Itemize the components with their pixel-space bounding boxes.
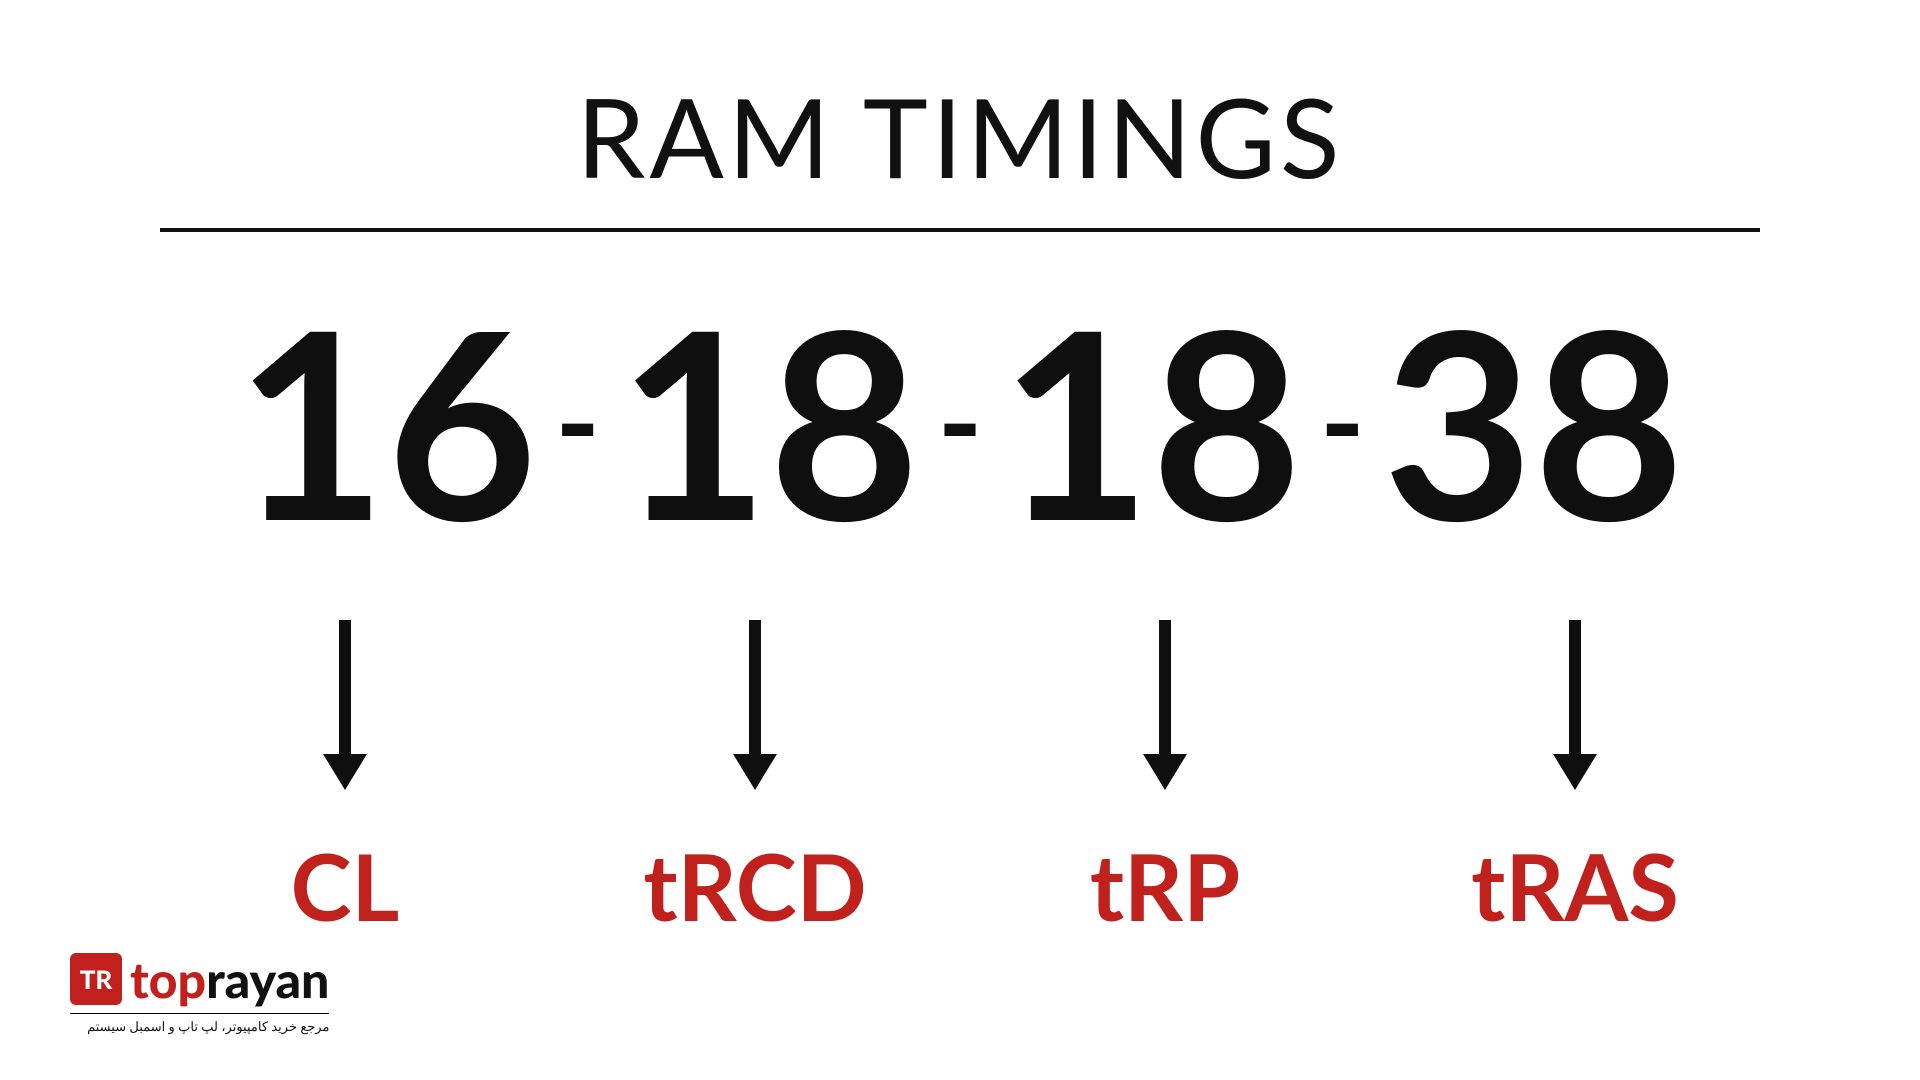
logo-badge: TR [70,953,122,1005]
timing-separator: - [920,360,1001,480]
arrows-row [140,620,1780,790]
timing-separator: - [1302,360,1383,480]
logo: TR toprayan مرجع خرید کامپیوتر، لپ تاپ و… [70,949,329,1035]
diagram-title: RAM TIMINGS [0,70,1920,202]
label-tras: tRAS [1370,830,1780,941]
labels-row: CL tRCD tRP tRAS [140,830,1780,941]
label-trcd: tRCD [550,830,960,941]
logo-word-1: top [130,949,206,1009]
diagram-canvas: RAM TIMINGS 16 - 18 - 18 - 38 CL tRCD tR… [0,0,1920,1080]
timing-value-cl: 16 [236,290,538,550]
label-trp: tRP [960,830,1370,941]
timing-value-tras: 38 [1383,290,1685,550]
arrow-down-icon [1143,620,1187,790]
logo-subtitle: مرجع خرید کامپیوتر، لپ تاپ و اسمبل سیستم [70,1013,329,1035]
label-cl: CL [140,830,550,941]
timing-separator: - [537,360,618,480]
timing-value-trcd: 18 [618,290,920,550]
title-underline [160,228,1760,232]
timings-row: 16 - 18 - 18 - 38 [0,290,1920,550]
arrow-down-icon [1553,620,1597,790]
logo-word-2: rayan [206,949,329,1009]
arrow-down-icon [733,620,777,790]
timing-value-trp: 18 [1000,290,1302,550]
arrow-down-icon [323,620,367,790]
